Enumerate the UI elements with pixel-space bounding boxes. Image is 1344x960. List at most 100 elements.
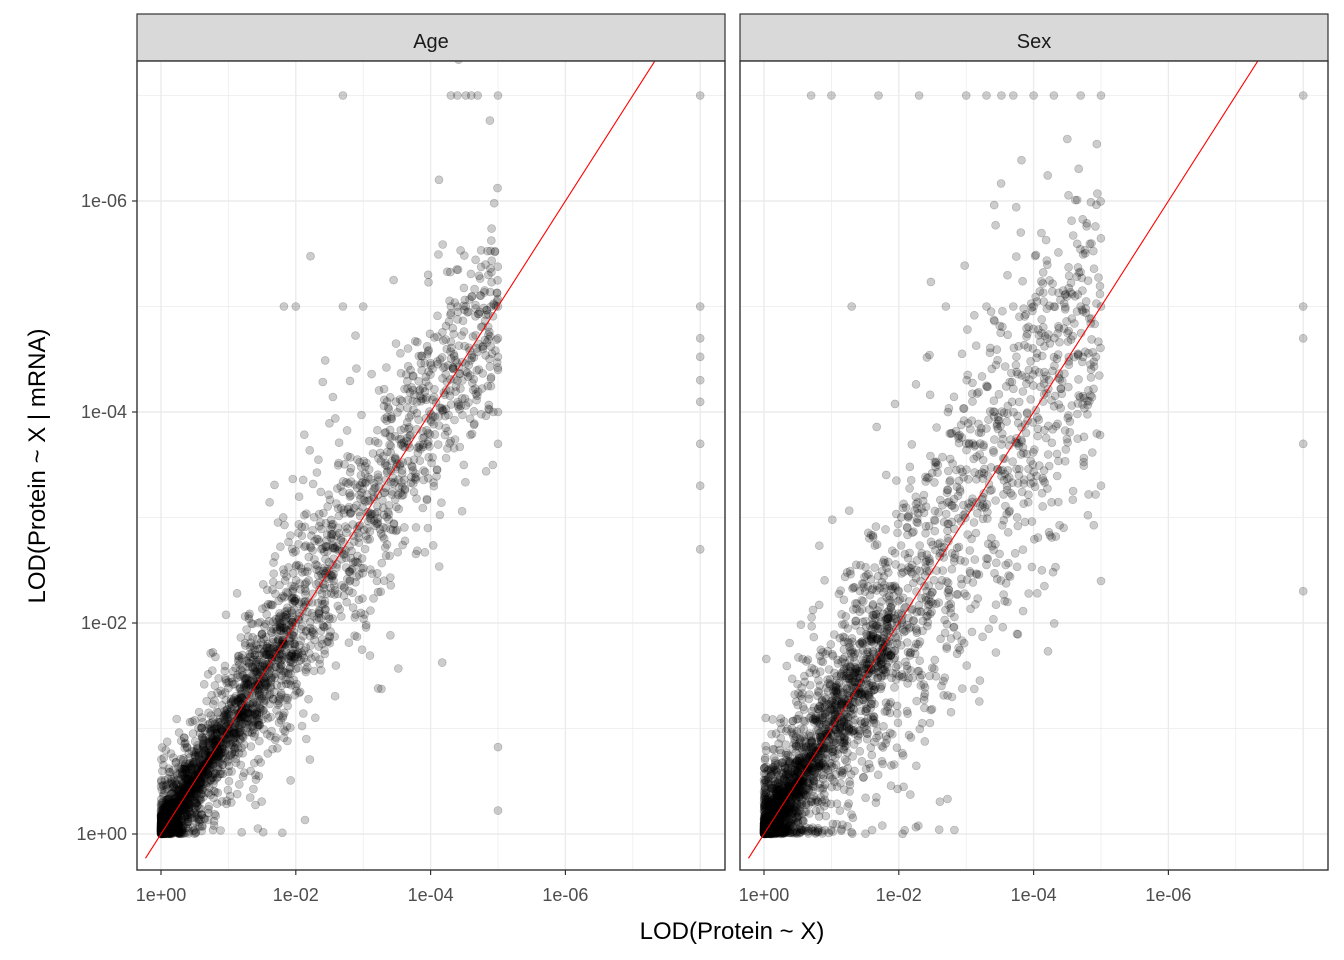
data-point <box>353 455 362 464</box>
data-point <box>316 487 326 497</box>
data-point <box>903 512 913 521</box>
data-point <box>226 697 236 707</box>
data-point <box>231 743 240 753</box>
data-point <box>849 740 859 749</box>
data-point <box>392 525 402 535</box>
data-point <box>1054 456 1063 466</box>
data-point <box>430 430 440 439</box>
data-point <box>345 376 355 386</box>
data-point <box>218 754 228 763</box>
data-point <box>328 543 337 553</box>
data-point <box>867 750 877 760</box>
data-point <box>1068 495 1078 505</box>
data-point <box>902 620 912 630</box>
data-point <box>448 363 458 373</box>
data-point <box>351 577 360 587</box>
data-point <box>209 715 218 724</box>
data-point <box>408 396 418 406</box>
data-point <box>241 656 251 665</box>
data-point <box>379 395 389 405</box>
data-point <box>216 725 226 735</box>
data-point <box>423 523 433 533</box>
data-point <box>363 535 372 544</box>
data-point <box>345 575 355 585</box>
data-point <box>203 669 213 679</box>
data-point <box>460 305 469 315</box>
data-point <box>471 384 480 393</box>
data-point <box>199 679 209 689</box>
data-point <box>1024 464 1033 474</box>
data-point <box>236 707 246 717</box>
data-point <box>344 567 354 577</box>
data-point <box>164 795 174 805</box>
data-point <box>236 633 246 642</box>
data-point <box>379 401 389 411</box>
data-point <box>418 433 428 443</box>
data-point <box>382 363 391 372</box>
data-point <box>414 351 424 361</box>
data-point <box>247 641 256 651</box>
data-point <box>878 743 888 752</box>
data-point <box>328 541 338 550</box>
data-point <box>471 311 480 321</box>
data-point <box>357 563 366 573</box>
data-point <box>289 651 299 661</box>
data-point <box>454 400 463 409</box>
data-point <box>305 755 315 764</box>
data-point <box>325 418 334 428</box>
data-point <box>161 814 170 823</box>
data-point <box>390 477 399 487</box>
data-point <box>166 824 176 834</box>
data-point <box>248 720 258 730</box>
data-point <box>265 497 274 507</box>
data-point <box>968 397 977 406</box>
data-point <box>205 761 214 771</box>
data-point <box>210 725 220 734</box>
data-point <box>308 625 318 634</box>
data-point <box>197 821 207 831</box>
data-point <box>474 271 484 281</box>
data-point <box>345 567 355 576</box>
data-point <box>291 649 301 659</box>
data-point <box>400 424 409 433</box>
data-point <box>194 707 204 717</box>
data-point <box>354 595 364 605</box>
data-point <box>191 828 200 838</box>
data-point <box>250 716 259 726</box>
data-point <box>213 688 222 698</box>
data-point <box>252 710 262 719</box>
data-point <box>185 792 195 802</box>
data-point <box>290 596 299 606</box>
data-point <box>250 758 259 768</box>
data-point <box>382 447 392 457</box>
data-point <box>196 789 206 799</box>
data-point <box>211 811 221 821</box>
data-point <box>406 472 416 482</box>
data-point <box>446 400 456 409</box>
data-point <box>931 599 941 609</box>
data-point <box>1014 397 1024 407</box>
data-point <box>414 415 423 425</box>
data-point <box>259 650 269 660</box>
data-point <box>476 246 486 255</box>
data-point <box>342 426 352 435</box>
data-point <box>960 557 970 566</box>
data-point <box>261 680 271 690</box>
data-point <box>204 804 213 814</box>
data-point <box>214 762 223 772</box>
data-point <box>450 415 459 425</box>
data-point <box>157 777 166 787</box>
data-point <box>847 829 857 839</box>
data-point <box>247 649 257 658</box>
data-point <box>905 484 914 493</box>
data-point <box>377 558 387 568</box>
data-point <box>159 815 168 825</box>
data-point <box>286 531 295 540</box>
data-point <box>251 667 260 677</box>
data-point <box>877 821 887 830</box>
data-point <box>156 826 166 836</box>
data-point <box>460 341 469 351</box>
data-point <box>179 805 189 815</box>
data-point <box>484 330 493 340</box>
data-point <box>312 468 322 477</box>
